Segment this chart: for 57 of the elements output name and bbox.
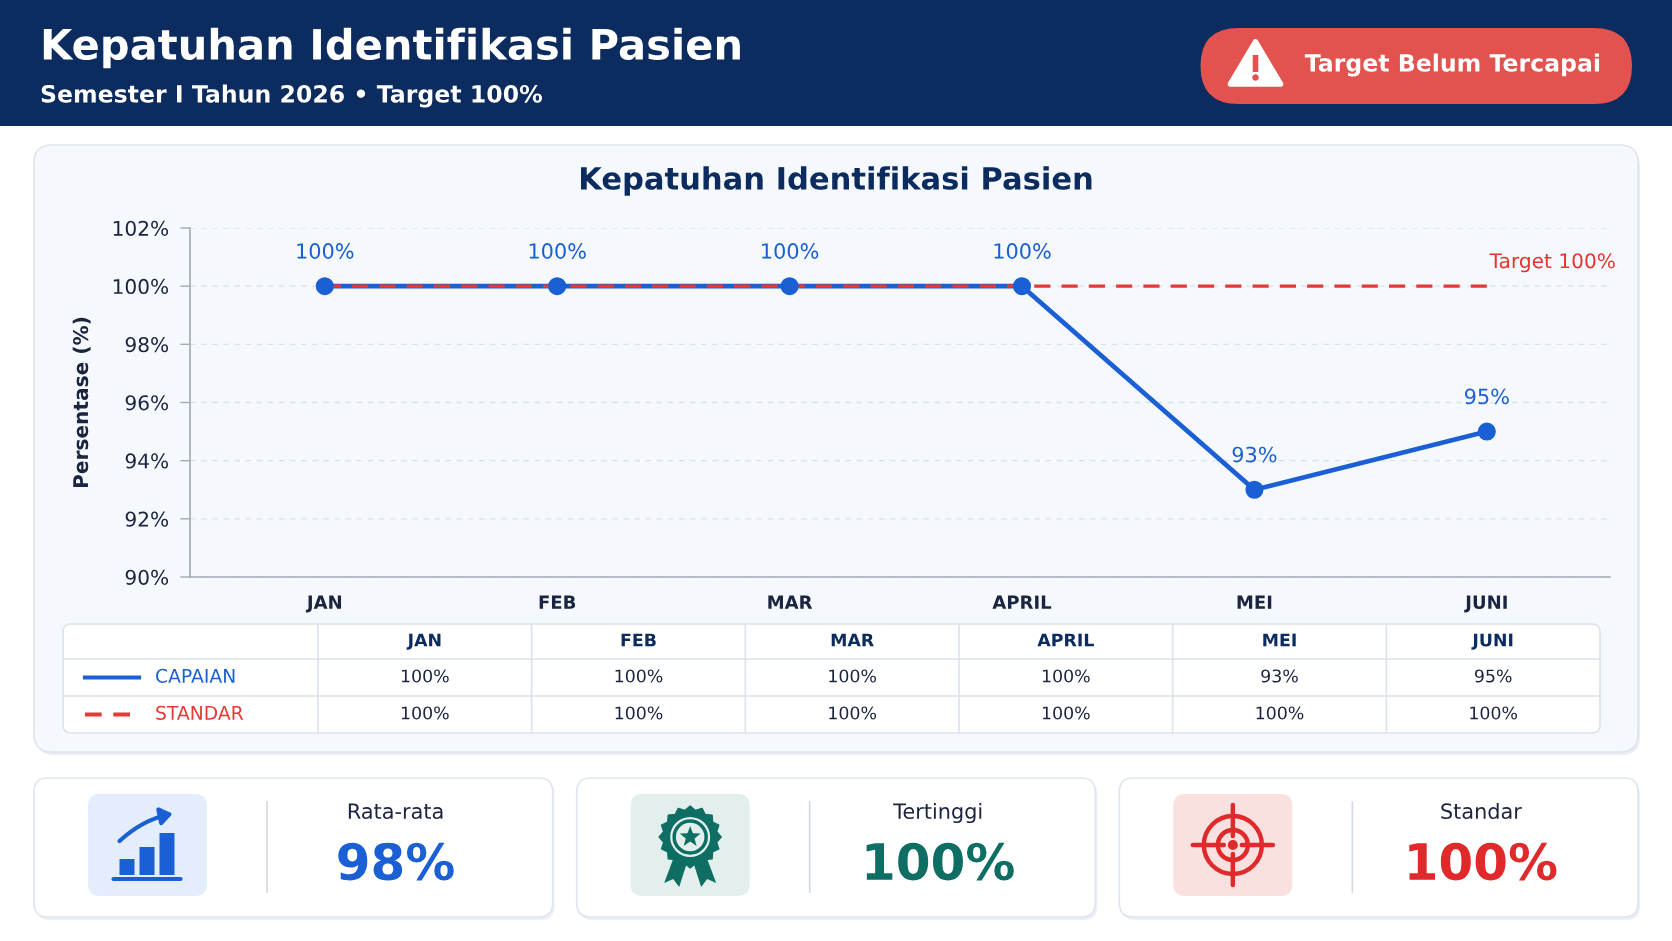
point	[315, 277, 334, 296]
text: 93%	[1232, 446, 1277, 463]
category-label: MEI	[1263, 633, 1296, 647]
data-label: 95%	[1474, 669, 1512, 683]
point	[1477, 422, 1496, 441]
data-label: 100%	[401, 669, 449, 683]
category-label: FEB	[621, 633, 656, 647]
x-tick-label: JAN	[305, 595, 342, 613]
category-label: JUNI	[1471, 633, 1513, 650]
y-tick-label: 94%	[125, 453, 169, 469]
data-label: 100%	[829, 706, 877, 720]
text: 100%	[762, 243, 819, 259]
y-tick-label: 102%	[113, 220, 169, 236]
point	[1012, 277, 1032, 296]
text: Rata-rata	[348, 803, 443, 820]
category-label: APRIL	[1037, 633, 1094, 647]
annotation: Target 100%	[1489, 253, 1615, 273]
point	[548, 277, 567, 296]
text: 100%	[994, 243, 1051, 259]
data-label: 100%	[1256, 706, 1304, 720]
text: 95%	[1464, 388, 1509, 405]
legend-label: STANDAR	[156, 705, 244, 720]
x-tick-label: JUNI	[1464, 595, 1507, 613]
data-label: 93%	[1261, 669, 1298, 683]
point	[1245, 480, 1264, 499]
data-label: 100%	[829, 669, 877, 683]
chart-title: Kepatuhan Identifikasi Pasien	[580, 166, 1092, 196]
y-tick-label: 96%	[125, 395, 169, 411]
text: Tertinggi	[893, 802, 982, 824]
x-tick-label: MEI	[1237, 595, 1272, 609]
text: Standar	[1441, 802, 1522, 820]
category-label: JAN	[406, 633, 441, 650]
category-label: MAR	[831, 633, 874, 647]
data-label: 100%	[1042, 669, 1090, 683]
text: 100%	[529, 243, 586, 259]
text: Kepatuhan Identifikasi Pasien	[43, 27, 740, 69]
data-label: 100%	[1470, 706, 1518, 720]
text: Target Belum Tercapai	[1304, 53, 1600, 77]
y-tick-label: 90%	[125, 569, 169, 585]
data-label: 100%	[615, 706, 663, 720]
y-tick-label: 100%	[113, 278, 169, 295]
text: 100%	[1409, 842, 1557, 881]
legend-label: CAPAIAN	[156, 668, 235, 683]
x-tick-label: APRIL	[992, 595, 1052, 609]
text: 98%	[338, 842, 454, 881]
text: 100%	[866, 842, 1014, 881]
data-label: 100%	[615, 669, 663, 683]
x-tick-label: FEB	[539, 595, 576, 609]
text: 100%	[297, 243, 354, 259]
data-label: 100%	[401, 706, 449, 720]
y-tick-label: 98%	[125, 337, 169, 353]
text: Semester I Tahun 2026 • Target 100%	[41, 84, 543, 108]
y-axis-title: Persentase (%)	[72, 317, 91, 488]
x-tick-label: MAR	[768, 595, 813, 609]
point	[780, 277, 799, 296]
data-label: 100%	[1042, 706, 1090, 720]
y-tick-label: 92%	[125, 511, 169, 527]
